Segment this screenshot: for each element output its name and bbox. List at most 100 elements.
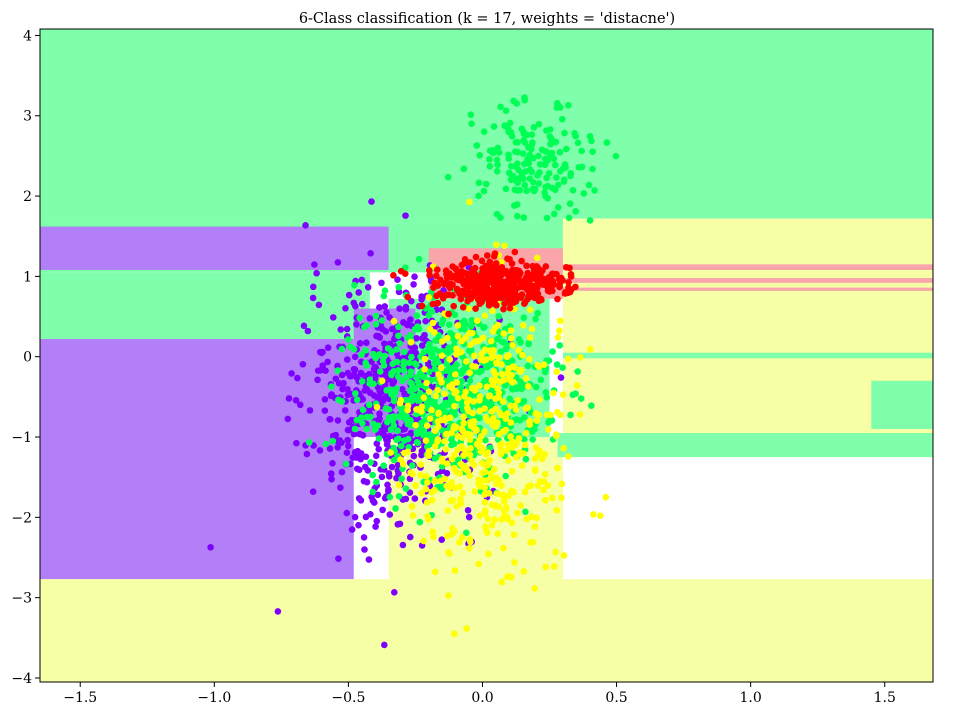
point-red <box>469 269 476 277</box>
point-red <box>537 295 545 303</box>
point-yellow <box>397 397 405 404</box>
point-yellow <box>484 417 491 424</box>
point-purple <box>343 449 351 457</box>
point-green <box>526 175 534 182</box>
point-yellow <box>602 493 610 501</box>
point-green <box>458 401 466 408</box>
point-yellow <box>493 480 500 488</box>
point-yellow <box>478 432 485 440</box>
point-green <box>358 378 366 385</box>
point-purple <box>394 521 402 528</box>
point-green <box>372 312 380 320</box>
point-red <box>447 280 454 288</box>
x-tick-label: −1.5 <box>63 690 97 706</box>
plot-frame <box>39 28 934 683</box>
point-green <box>532 315 539 323</box>
point-yellow <box>390 317 398 325</box>
point-yellow <box>465 407 472 415</box>
point-green <box>459 366 467 374</box>
point-yellow <box>485 550 492 558</box>
point-purple <box>334 259 342 266</box>
point-yellow <box>458 434 466 442</box>
point-red <box>501 300 508 308</box>
point-green <box>542 389 550 396</box>
point-purple <box>376 410 383 418</box>
point-green <box>402 485 410 492</box>
point-yellow <box>423 499 431 506</box>
point-yellow <box>438 378 445 386</box>
point-purple <box>335 555 342 562</box>
point-purple <box>410 452 418 460</box>
point-green <box>453 361 460 368</box>
point-yellow <box>488 521 496 529</box>
point-purple <box>356 430 364 438</box>
point-yellow <box>515 347 523 354</box>
point-purple <box>309 283 317 291</box>
point-red <box>488 299 495 306</box>
point-yellow <box>450 422 458 430</box>
point-yellow <box>484 461 492 469</box>
x-tick-label: 1.0 <box>740 690 762 706</box>
point-green <box>586 132 594 140</box>
point-red <box>472 253 480 261</box>
point-green <box>559 364 566 371</box>
point-green <box>338 345 346 353</box>
point-yellow <box>493 490 501 497</box>
point-yellow <box>491 516 498 524</box>
point-green <box>383 386 390 394</box>
point-yellow <box>509 341 517 349</box>
point-yellow <box>502 504 510 511</box>
point-red <box>459 304 467 311</box>
point-purple <box>368 198 375 205</box>
point-yellow <box>476 407 483 415</box>
point-red <box>493 301 500 309</box>
point-purple <box>388 463 396 471</box>
point-green <box>473 142 481 149</box>
point-green <box>589 148 596 155</box>
point-yellow <box>481 428 488 435</box>
point-green <box>520 214 528 221</box>
point-yellow <box>493 241 500 248</box>
point-yellow <box>505 492 512 500</box>
point-yellow <box>560 552 568 559</box>
point-yellow <box>550 563 558 570</box>
point-green <box>373 478 380 486</box>
point-red <box>498 294 506 302</box>
point-green <box>556 167 564 175</box>
point-purple <box>343 509 351 517</box>
point-green <box>501 339 508 346</box>
point-green <box>363 425 371 433</box>
point-green <box>519 175 527 183</box>
point-yellow <box>507 433 514 440</box>
point-green <box>396 340 403 347</box>
point-purple <box>332 375 340 383</box>
point-purple <box>438 536 446 544</box>
point-green <box>505 169 513 177</box>
point-yellow <box>441 438 448 445</box>
point-yellow <box>431 427 439 435</box>
point-yellow <box>435 370 442 378</box>
point-yellow <box>460 413 467 421</box>
point-yellow <box>489 307 496 315</box>
point-red <box>440 280 448 288</box>
point-green <box>393 358 401 366</box>
point-red <box>454 271 462 279</box>
point-green <box>552 138 560 146</box>
point-yellow <box>532 410 540 417</box>
point-purple <box>338 371 346 379</box>
x-tick-label: −0.5 <box>331 690 365 706</box>
point-green <box>344 336 352 343</box>
point-purple <box>332 431 340 439</box>
point-purple <box>399 541 407 549</box>
point-red <box>458 261 466 269</box>
point-green <box>480 128 488 136</box>
point-yellow <box>556 327 563 335</box>
point-yellow <box>495 354 503 361</box>
point-green <box>489 149 497 157</box>
point-red <box>556 283 563 291</box>
point-green <box>352 390 359 397</box>
point-yellow <box>420 537 427 545</box>
y-tick-label: −4 <box>11 671 32 687</box>
point-red <box>553 270 560 278</box>
point-purple <box>337 326 345 333</box>
